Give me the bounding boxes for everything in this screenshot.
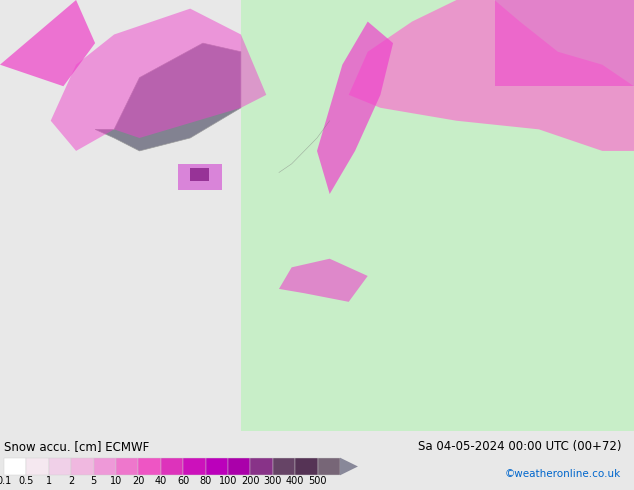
Text: 100: 100: [219, 476, 237, 486]
Text: 40: 40: [155, 476, 167, 486]
Polygon shape: [0, 0, 95, 86]
Bar: [116, 458, 138, 475]
Bar: [0, 0, 241, 431]
Text: 2: 2: [68, 476, 74, 486]
Bar: [250, 458, 273, 475]
Text: 5: 5: [91, 476, 97, 486]
Bar: [4, 458, 27, 475]
Bar: [49, 458, 71, 475]
Text: 60: 60: [177, 476, 190, 486]
Bar: [241, 0, 634, 431]
Text: 0.5: 0.5: [19, 476, 34, 486]
Polygon shape: [178, 164, 222, 190]
Bar: [27, 458, 49, 475]
Text: 0.1: 0.1: [0, 476, 11, 486]
Bar: [318, 458, 340, 475]
Text: 1: 1: [46, 476, 52, 486]
Text: 10: 10: [110, 476, 122, 486]
Text: 20: 20: [133, 476, 145, 486]
Text: 400: 400: [286, 476, 304, 486]
Polygon shape: [51, 9, 266, 151]
Text: Snow accu. [cm] ECMWF: Snow accu. [cm] ECMWF: [4, 440, 149, 453]
Polygon shape: [340, 458, 358, 475]
Bar: [71, 458, 94, 475]
Bar: [138, 458, 161, 475]
Polygon shape: [279, 259, 368, 302]
Polygon shape: [95, 43, 241, 151]
Text: 300: 300: [264, 476, 282, 486]
Text: 500: 500: [308, 476, 327, 486]
Text: ©weatheronline.co.uk: ©weatheronline.co.uk: [505, 469, 621, 479]
Text: Sa 04-05-2024 00:00 UTC (00+72): Sa 04-05-2024 00:00 UTC (00+72): [418, 440, 621, 453]
Text: 200: 200: [241, 476, 260, 486]
Bar: [228, 458, 250, 475]
Bar: [161, 458, 183, 475]
Text: 80: 80: [200, 476, 212, 486]
Bar: [295, 458, 318, 475]
Bar: [183, 458, 205, 475]
Polygon shape: [349, 0, 634, 151]
Polygon shape: [495, 0, 634, 86]
Bar: [273, 458, 295, 475]
Bar: [94, 458, 116, 475]
Bar: [205, 458, 228, 475]
Polygon shape: [190, 168, 209, 181]
Polygon shape: [317, 22, 393, 194]
